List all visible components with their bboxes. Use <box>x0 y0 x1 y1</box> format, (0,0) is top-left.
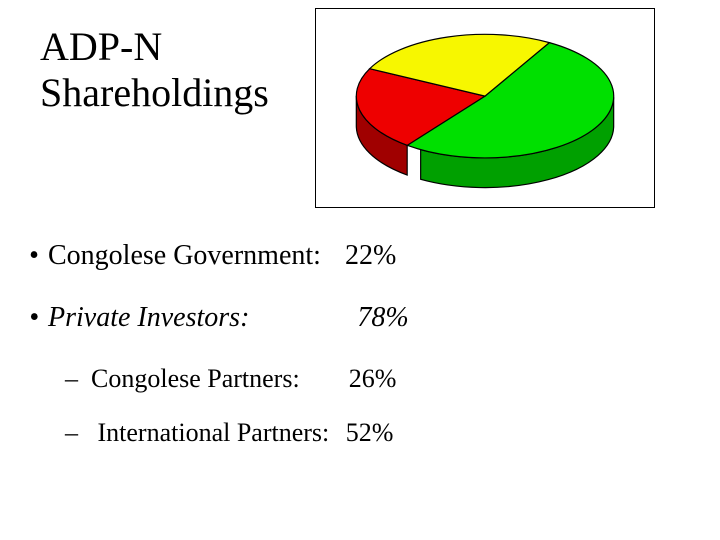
bullet-icon: • <box>20 240 48 272</box>
page-title: ADP-N Shareholdings <box>40 24 269 116</box>
item-label: International Partners: <box>91 418 336 448</box>
item-congolese-government: • Congolese Government: 22% <box>20 240 700 272</box>
item-international-partners: – International Partners: 52% <box>65 418 700 448</box>
title-line-2: Shareholdings <box>40 70 269 116</box>
item-value: 52% <box>346 418 394 448</box>
item-value: 78% <box>357 302 408 334</box>
pie-chart <box>316 9 654 207</box>
dash-icon: – <box>65 418 91 448</box>
item-label: Private Investors: <box>48 302 347 334</box>
item-congolese-partners: – Congolese Partners: 26% <box>65 364 700 394</box>
item-private-investors: • Private Investors: 78% <box>20 302 700 334</box>
item-value: 26% <box>349 364 397 394</box>
title-line-1: ADP-N <box>40 24 269 70</box>
item-label: Congolese Government: <box>48 240 335 272</box>
pie-chart-container <box>315 8 655 208</box>
bullet-icon: • <box>20 302 48 334</box>
dash-icon: – <box>65 364 91 394</box>
sub-list: – Congolese Partners: 26% – Internationa… <box>20 364 700 448</box>
item-value: 22% <box>345 240 396 272</box>
bullet-list: • Congolese Government: 22% • Private In… <box>20 240 700 472</box>
item-label: Congolese Partners: <box>91 364 339 394</box>
